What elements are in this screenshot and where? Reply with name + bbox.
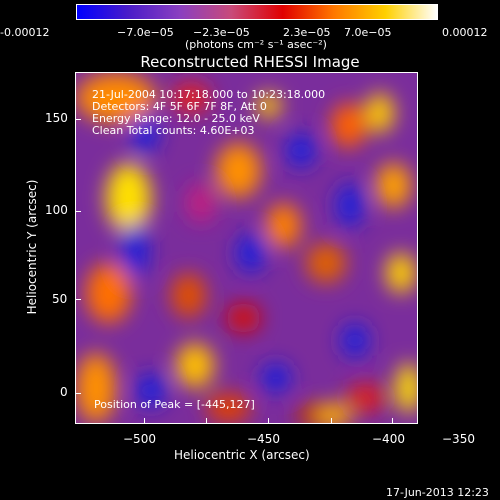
image-blotch [236,233,266,273]
image-blotch [76,353,116,423]
image-info-line: Detectors: 4F 5F 6F 7F 8F, Att 0 [92,100,267,113]
peak-position-label: Position of Peak = [-445,127] [94,398,255,411]
colorbar-tick-label: -0.00012 [0,26,50,39]
image-blotch [86,263,131,323]
x-axis-tick [144,418,145,424]
image-blotch [176,343,214,388]
colorbar-tick-label: 2.3e−05 [283,26,331,39]
image-blotch [316,403,351,423]
y-axis-tick [75,211,81,212]
x-tick-label: −400 [372,432,405,446]
image-blotch [331,103,366,148]
image-blotch [131,113,159,153]
image-blotch [76,73,156,123]
x-axis-tick [268,418,269,424]
x-axis-label: Heliocentric X (arcsec) [174,448,310,462]
colorbar [76,4,438,20]
image-blotch [336,183,364,228]
image-blotch [256,93,281,118]
y-tick-label: 150 [45,111,68,125]
image-info-line: Energy Range: 12.0 - 25.0 keV [92,112,260,125]
image-blotch [261,363,291,393]
image-blotch [106,163,151,233]
x-tick-label: −450 [247,432,280,446]
image-blotch [396,363,417,413]
image-blotch [266,203,301,248]
colorbar-tick-label: 0.00012 [442,26,488,39]
image-blotch [366,93,394,133]
colorbar-tick-label: 7.0e−05 [344,26,392,39]
y-tick-label: 100 [45,203,68,217]
y-axis-tick [75,393,81,394]
image-blotch [171,273,206,318]
colorbar-tick-label: −2.3e−05 [193,26,250,39]
image-blotch [346,383,386,413]
image-blotch [376,163,411,208]
x-tick-label: −350 [442,432,475,446]
image-title: Reconstructed RHESSI Image [140,53,360,71]
x-tick-label: −500 [123,432,156,446]
image-blotch [386,253,416,293]
image-info-line: Clean Total counts: 4.60E+03 [92,124,255,137]
y-axis-tick [75,299,81,300]
image-blotch [226,303,261,333]
image-blotch [341,323,369,358]
image-blotch [136,373,166,408]
image-blotch [306,243,346,283]
y-tick-label: 0 [60,385,68,399]
image-blotch [121,223,149,278]
x-axis-tick [392,418,393,424]
y-axis-tick [75,119,81,120]
x-axis-tick [331,418,332,424]
colorbar-tick-label: −7.0e−05 [117,26,174,39]
image-blotch [206,393,251,423]
y-axis-label: Heliocentric Y (arcsec) [25,179,39,315]
x-axis-tick [206,418,207,424]
image-info-line: 21-Jul-2004 10:17:18.000 to 10:23:18.000 [92,88,326,101]
y-tick-label: 50 [52,292,68,306]
image-blotch [171,83,211,113]
colorbar-unit-label: (photons cm⁻² s⁻¹ asec⁻²) [185,38,327,51]
image-blotch [186,183,216,223]
image-blotch [216,143,261,198]
image-blotch [286,133,316,168]
image-map: 21-Jul-2004 10:17:18.000 to 10:23:18.000… [75,72,418,424]
footer-date: 17-Jun-2013 12:23 [386,486,489,499]
image-map-graphic [76,73,417,423]
